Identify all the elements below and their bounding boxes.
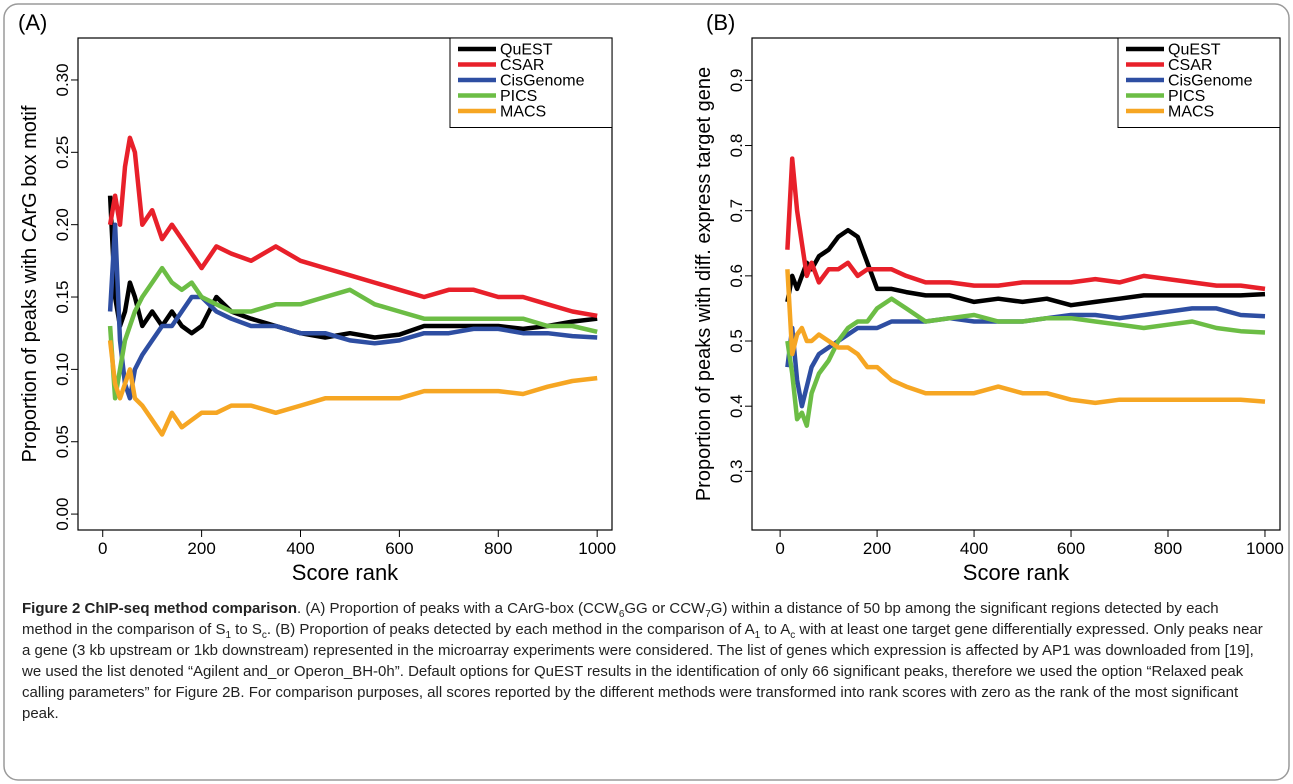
series-line [785, 306, 1266, 409]
series-line [107, 265, 598, 401]
x-tick-label: 1000 [1246, 539, 1284, 558]
y-tick-label: 0.9 [727, 69, 746, 93]
y-tick-label: 0.20 [53, 208, 72, 241]
y-tick-label: 0.25 [53, 136, 72, 169]
x-tick-label: 600 [1057, 539, 1085, 558]
caption-text: . (A) Proportion of peaks with a CArG-bo… [297, 600, 619, 617]
y-tick-label: 0.4 [727, 394, 746, 418]
legend-label: QuEST [1168, 42, 1221, 59]
caption-subscript: 1 [225, 630, 232, 641]
y-tick-label: 0.00 [53, 498, 72, 531]
series-line [785, 269, 1266, 406]
y-tick-label: 0.15 [53, 280, 72, 313]
x-tick-label: 800 [484, 539, 512, 558]
x-tick-label: 800 [1154, 539, 1182, 558]
x-tick-label: 0 [775, 539, 784, 558]
x-tick-label: 400 [960, 539, 988, 558]
legend-label: QuEST [500, 42, 553, 59]
x-tick-label: 600 [385, 539, 413, 558]
x-tick-label: 400 [286, 539, 314, 558]
plot-box [751, 37, 1281, 531]
caption-subscript: c [790, 630, 796, 641]
legend-label: CSAR [1168, 57, 1212, 74]
caption-text: GG or CCW [624, 600, 706, 617]
series-line [107, 195, 598, 340]
legend-label: MACS [1168, 104, 1214, 121]
legend-label: PICS [1168, 88, 1205, 105]
panel-label: (A) [18, 10, 47, 35]
y-axis-label: Proportion of peaks with diff. express t… [693, 67, 715, 501]
y-tick-label: 0.10 [53, 353, 72, 386]
caption-text: to A [760, 621, 791, 638]
legend-label: CisGenome [1168, 73, 1253, 90]
caption-subscript: c [261, 630, 267, 641]
caption-subscript: 1 [754, 630, 761, 641]
x-tick-label: 1000 [578, 539, 616, 558]
legend-label: CSAR [500, 57, 544, 74]
series-line [107, 135, 598, 319]
x-tick-label: 200 [863, 539, 891, 558]
legend-label: CisGenome [500, 73, 585, 90]
y-tick-label: 0.7 [727, 199, 746, 223]
caption-text: to S [231, 621, 262, 638]
series-line [107, 340, 598, 437]
plot-box [77, 37, 613, 531]
series-line [785, 227, 1266, 308]
caption-title: Figure 2 ChIP-seq method comparison [22, 600, 298, 617]
y-tick-label: 0.8 [727, 134, 746, 158]
series-line [107, 222, 598, 401]
frame [3, 3, 1290, 781]
series-line [785, 156, 1266, 292]
caption-subscript: 7 [705, 609, 711, 620]
x-axis-label: Score rank [963, 560, 1070, 585]
y-tick-label: 0.3 [727, 460, 746, 484]
caption-text: with at least one target gene differenti… [22, 621, 1263, 722]
y-tick-label: 0.6 [727, 264, 746, 288]
y-axis-label: Proportion of peaks with CArG box motif [19, 105, 41, 462]
x-tick-label: 0 [98, 539, 107, 558]
panel-label: (B) [706, 10, 735, 35]
x-tick-label: 200 [187, 539, 215, 558]
series-line [785, 296, 1266, 428]
caption: Figure 2 ChIP-seq method comparison. (A)… [22, 598, 1272, 724]
y-tick-label: 0.05 [53, 425, 72, 458]
caption-text: G) within a distance of 50 bp among the … [22, 600, 1219, 638]
caption-subscript: 6 [618, 609, 625, 620]
x-axis-label: Score rank [292, 560, 399, 585]
y-tick-label: 0.5 [727, 329, 746, 353]
legend-label: PICS [500, 88, 537, 105]
caption-text: . (B) Proportion of peaks detected by ea… [266, 621, 755, 638]
legend-label: MACS [500, 104, 546, 121]
y-tick-label: 0.30 [53, 63, 72, 96]
